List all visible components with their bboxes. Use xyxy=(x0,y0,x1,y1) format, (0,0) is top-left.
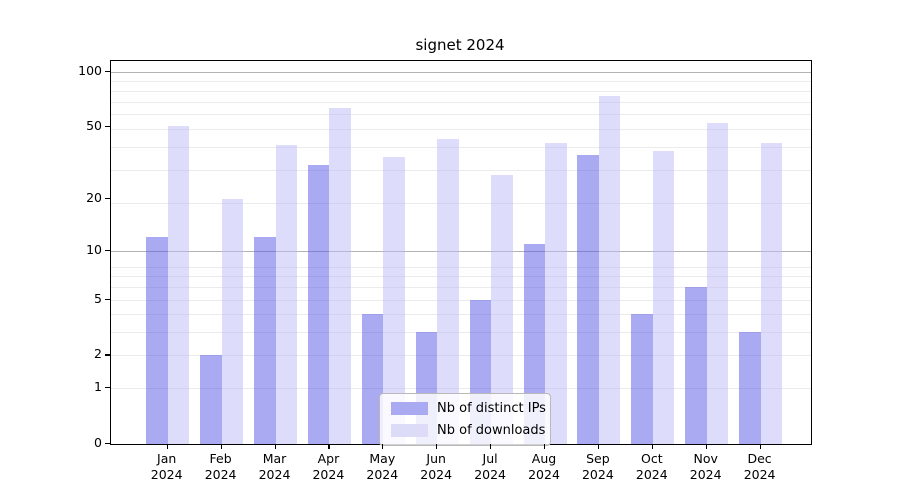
y-tick-label-5: 5 xyxy=(94,290,102,306)
x-tick-mark xyxy=(705,444,707,449)
bar-downloads-jun xyxy=(437,139,459,444)
bar-downloads-jul xyxy=(491,175,513,444)
y-tick-label-1: 1 xyxy=(94,379,102,395)
x-tick-mark xyxy=(651,444,653,449)
y-tick-label-20: 20 xyxy=(86,189,102,205)
legend-entry-distinct-ips: Nb of distinct IPs xyxy=(391,401,546,416)
x-tick-mark xyxy=(490,444,492,449)
y-tick-label-10: 10 xyxy=(86,241,102,257)
x-tick-label-jun: Jun 2024 xyxy=(420,451,453,482)
x-tick-label-aug: Aug 2024 xyxy=(528,451,560,482)
bar-distinct-ips-jan xyxy=(146,237,168,444)
x-tick-label-oct: Oct 2024 xyxy=(635,451,668,482)
x-tick-mark xyxy=(274,444,276,449)
minor-gridline xyxy=(111,114,811,115)
y-tick-label-0: 0 xyxy=(94,435,102,450)
x-tick-label-nov: Nov 2024 xyxy=(689,451,722,482)
bar-downloads-sep xyxy=(598,96,621,444)
bar-downloads-oct xyxy=(652,150,675,444)
x-tick-mark xyxy=(382,444,384,449)
x-tick-mark xyxy=(328,444,330,449)
x-tick-mark xyxy=(166,444,168,449)
bar-downloads-mar xyxy=(275,144,297,444)
legend: Nb of distinct IPs Nb of downloads xyxy=(379,393,551,446)
chart-title: signet 2024 xyxy=(415,36,505,54)
x-tick-mark xyxy=(597,444,600,449)
y-tick-mark xyxy=(105,197,110,199)
bar-distinct-ips-apr xyxy=(307,164,330,444)
y-tick-label-2: 2 xyxy=(94,346,102,362)
x-tick-label-jan: Jan 2024 xyxy=(150,451,183,482)
y-tick-mark xyxy=(105,443,110,445)
x-tick-label-sep: Sep 2024 xyxy=(581,451,614,482)
y-tick-mark xyxy=(105,126,110,128)
y-tick-label-100: 100 xyxy=(78,63,102,78)
minor-gridline xyxy=(111,81,811,83)
bar-downloads-apr xyxy=(329,107,351,444)
x-tick-mark xyxy=(220,444,222,449)
x-tick-label-jul: Jul 2024 xyxy=(474,451,506,482)
y-tick-label-50: 50 xyxy=(86,118,102,134)
minor-gridline xyxy=(111,101,811,103)
bar-downloads-feb xyxy=(221,198,244,444)
bar-distinct-ips-nov xyxy=(685,287,707,444)
x-tick-label-dec: Dec 2024 xyxy=(743,451,776,482)
bar-downloads-jan xyxy=(167,125,190,444)
major-gridline xyxy=(111,72,811,73)
y-tick-mark xyxy=(105,249,110,251)
bar-distinct-ips-mar xyxy=(254,237,276,444)
x-tick-label-apr: Apr 2024 xyxy=(312,451,345,482)
bar-downloads-dec xyxy=(760,142,783,444)
x-tick-label-may: May 2024 xyxy=(366,451,399,482)
bar-distinct-ips-sep xyxy=(577,155,599,444)
x-tick-mark xyxy=(544,444,546,449)
x-tick-mark xyxy=(436,444,438,449)
bar-downloads-may xyxy=(383,157,405,444)
x-tick-label-feb: Feb 2024 xyxy=(204,451,237,482)
x-tick-mark xyxy=(759,444,761,449)
bar-distinct-ips-may xyxy=(361,314,384,444)
y-tick-mark xyxy=(105,298,110,300)
x-tick-label-mar: Mar 2024 xyxy=(258,451,291,482)
legend-swatch-distinct-ips-icon xyxy=(391,402,428,415)
legend-label-distinct-ips: Nb of distinct IPs xyxy=(437,401,546,416)
y-tick-mark xyxy=(105,387,110,389)
minor-gridline xyxy=(111,90,811,92)
y-tick-mark xyxy=(105,71,110,73)
legend-label-downloads: Nb of downloads xyxy=(437,423,546,438)
bar-distinct-ips-oct xyxy=(631,314,653,444)
bar-downloads-aug xyxy=(545,142,567,444)
bar-distinct-ips-feb xyxy=(200,355,222,444)
legend-entry-downloads: Nb of downloads xyxy=(391,423,545,438)
bar-downloads-nov xyxy=(706,122,729,444)
bar-distinct-ips-dec xyxy=(739,332,761,444)
legend-swatch-downloads-icon xyxy=(391,424,428,437)
y-tick-mark xyxy=(105,354,110,356)
plot-area: Nb of distinct IPs Nb of downloads xyxy=(110,60,812,446)
